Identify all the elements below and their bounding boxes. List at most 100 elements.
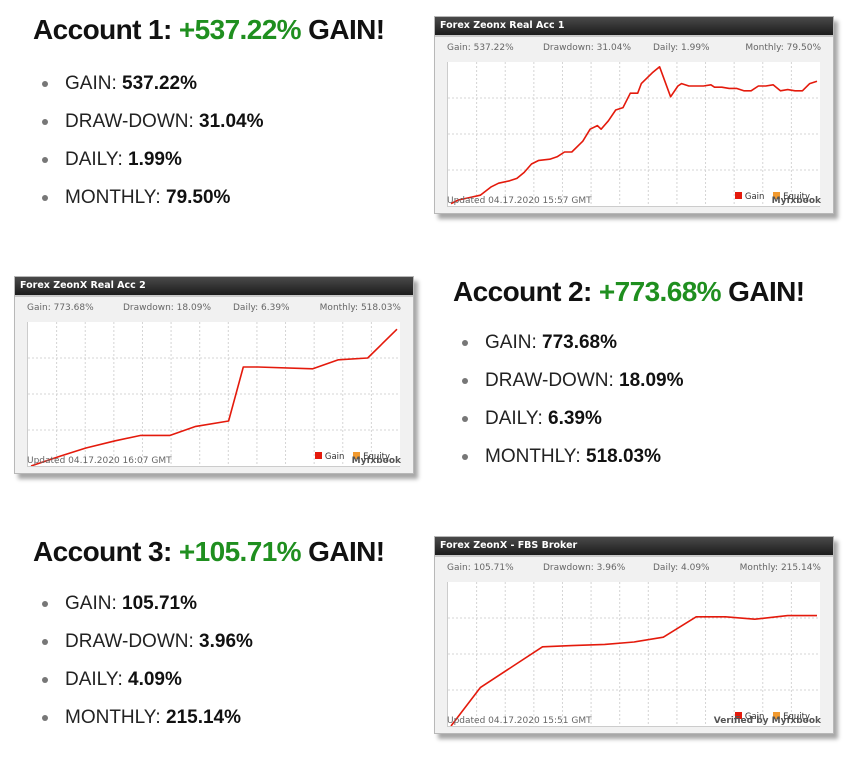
account-3-summary: Account 3: +105.71% GAIN! GAIN: 105.71% … (33, 535, 385, 745)
widget-stats-row: Gain: 537.22% Drawdown: 31.04% Daily: 1.… (447, 43, 821, 55)
stat-value: 79.50% (166, 187, 231, 208)
stat-label: GAIN: (65, 593, 117, 614)
stat-label: MONTHLY: (485, 446, 581, 467)
stat-value: 4.09% (128, 669, 182, 690)
stat-label: DAILY: (65, 669, 123, 690)
myfxbook-link[interactable]: Myfxbook (771, 196, 821, 206)
legend-gain-label: Gain (324, 452, 345, 462)
bullet-icon (462, 454, 468, 460)
widget-body: Gain: 773.68% Drawdown: 18.09% Daily: 6.… (15, 297, 413, 473)
myfxbook-widget-1[interactable]: Forex Zeonx Real Acc 1 Gain: 537.22% Dra… (434, 16, 834, 214)
widget-monthly: Monthly: 215.14% (739, 563, 821, 573)
widget-header: Forex ZeonX - FBS Broker (435, 537, 833, 557)
stat-label: GAIN: (65, 73, 117, 94)
stat-value: 537.22% (122, 73, 198, 94)
stat-value: 215.14% (166, 707, 242, 728)
bullet-icon (462, 378, 468, 384)
gain-chart-svg (28, 322, 400, 466)
stat-label: DAILY: (485, 408, 543, 429)
widget-body: Gain: 105.71% Drawdown: 3.96% Daily: 4.0… (435, 557, 833, 733)
widget-gain: Gain: 105.71% (447, 563, 514, 573)
stat-value: 105.71% (122, 593, 198, 614)
widget-drawdown: Drawdown: 3.96% (543, 563, 626, 573)
widget-header: Forex Zeonx Real Acc 1 (435, 17, 833, 37)
stat-value: 773.68% (542, 332, 618, 353)
stat-daily: DAILY: 6.39% (453, 408, 804, 430)
account-gain-value: +537.22% (178, 14, 302, 45)
legend-equity-swatch (773, 712, 781, 719)
widget-daily: Daily: 6.39% (233, 303, 290, 313)
stat-value: 3.96% (199, 631, 253, 652)
account-1-title: Account 1: +537.22% GAIN! (33, 13, 385, 47)
account-title-prefix: Account 3: (33, 536, 172, 567)
myfxbook-widget-2[interactable]: Forex ZeonX Real Acc 2 Gain: 773.68% Dra… (14, 276, 414, 474)
bullet-icon (42, 677, 48, 683)
widget-gain: Gain: 773.68% (27, 303, 94, 313)
account-2-title: Account 2: +773.68% GAIN! (453, 275, 805, 309)
gain-series-line (450, 614, 817, 726)
account-2-stats: GAIN: 773.68% DRAW-DOWN: 18.09% DAILY: 6… (453, 332, 804, 468)
bullet-icon (42, 81, 48, 87)
gain-chart-svg (448, 582, 820, 726)
bullet-icon (42, 639, 48, 645)
legend-equity-label: Equity (783, 192, 810, 202)
legend-equity-swatch (773, 192, 781, 199)
legend-gain-label: Gain (744, 712, 765, 722)
stat-daily: DAILY: 1.99% (33, 149, 384, 171)
gain-series-line (30, 328, 398, 466)
myfxbook-widget-3[interactable]: Forex ZeonX - FBS Broker Gain: 105.71% D… (434, 536, 834, 734)
myfxbook-link[interactable]: Myfxbook (351, 456, 401, 466)
stat-value: 18.09% (619, 370, 684, 391)
account-1-stats: GAIN: 537.22% DRAW-DOWN: 31.04% DAILY: 1… (33, 73, 384, 209)
bullet-icon (462, 416, 468, 422)
widget-monthly: Monthly: 518.03% (319, 303, 401, 313)
account-title-suffix: GAIN! (308, 536, 385, 567)
gain-chart-2: Gain Equity (27, 322, 400, 467)
legend-gain-swatch (314, 452, 322, 459)
stat-gain: GAIN: 105.71% (33, 593, 384, 615)
widget-updated-timestamp: Updated 04.17.2020 15:51 GMT (447, 716, 592, 726)
stat-daily: DAILY: 4.09% (33, 669, 384, 691)
widget-drawdown: Drawdown: 31.04% (543, 43, 632, 53)
verified-myfxbook-link[interactable]: Verified by Myfxbook (713, 716, 821, 726)
stat-label: DRAW-DOWN: (65, 111, 194, 132)
bullet-icon (42, 601, 48, 607)
stat-monthly: MONTHLY: 215.14% (33, 707, 384, 729)
stat-monthly: MONTHLY: 79.50% (33, 187, 384, 209)
bullet-icon (42, 715, 48, 721)
account-title-prefix: Account 2: (453, 276, 592, 307)
account-title-prefix: Account 1: (33, 14, 172, 45)
gain-series-line (450, 66, 818, 205)
stat-value: 1.99% (128, 149, 182, 170)
bullet-icon (42, 157, 48, 163)
legend-equity-label: Equity (783, 712, 810, 722)
chart-legend: Gain Equity (734, 192, 810, 202)
account-2-summary: Account 2: +773.68% GAIN! GAIN: 773.68% … (453, 275, 805, 484)
stat-label: DRAW-DOWN: (485, 370, 614, 391)
stat-label: DAILY: (65, 149, 123, 170)
gain-chart-3: Gain Equity (447, 582, 820, 727)
stat-label: GAIN: (485, 332, 537, 353)
widget-daily: Daily: 4.09% (653, 563, 710, 573)
bullet-icon (462, 340, 468, 346)
widget-body: Gain: 537.22% Drawdown: 31.04% Daily: 1.… (435, 37, 833, 213)
widget-updated-timestamp: Updated 04.17.2020 16:07 GMT (27, 456, 172, 466)
stat-value: 31.04% (199, 111, 264, 132)
legend-equity-swatch (353, 452, 361, 459)
widget-footer: Updated 04.17.2020 15:51 GMT Verified by… (447, 716, 821, 728)
bullet-icon (42, 119, 48, 125)
legend-gain-swatch (734, 192, 742, 199)
widget-daily: Daily: 1.99% (653, 43, 710, 53)
stat-label: MONTHLY: (65, 707, 161, 728)
account-1-summary: Account 1: +537.22% GAIN! GAIN: 537.22% … (33, 13, 385, 225)
stat-gain: GAIN: 537.22% (33, 73, 384, 95)
stat-label: MONTHLY: (65, 187, 161, 208)
widget-stats-row: Gain: 773.68% Drawdown: 18.09% Daily: 6.… (27, 303, 401, 315)
widget-drawdown: Drawdown: 18.09% (123, 303, 212, 313)
account-gain-value: +105.71% (178, 536, 302, 567)
stat-label: DRAW-DOWN: (65, 631, 194, 652)
widget-monthly: Monthly: 79.50% (745, 43, 821, 53)
chart-legend: Gain Equity (734, 712, 810, 722)
stat-value: 518.03% (586, 446, 662, 467)
chart-legend: Gain Equity (314, 452, 390, 462)
